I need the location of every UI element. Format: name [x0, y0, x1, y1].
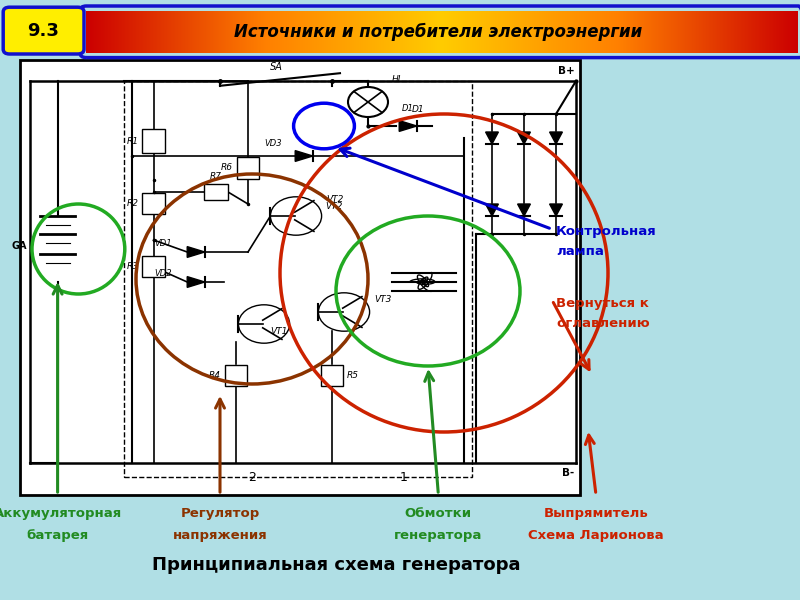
Text: 1: 1	[400, 471, 408, 484]
Text: HL: HL	[392, 75, 404, 84]
Text: R4: R4	[209, 370, 221, 379]
Text: генератора: генератора	[394, 529, 482, 542]
Bar	[142, 129, 165, 153]
Text: лампа: лампа	[556, 245, 604, 258]
FancyBboxPatch shape	[3, 7, 84, 54]
Text: Принципиальная схема генератора: Принципиальная схема генератора	[152, 556, 520, 574]
Text: SA: SA	[270, 62, 282, 72]
Text: D1: D1	[412, 105, 425, 114]
Text: Обмотки: Обмотки	[405, 507, 472, 520]
Text: VT2: VT2	[326, 202, 343, 211]
Text: 2: 2	[248, 471, 256, 484]
Polygon shape	[550, 132, 562, 144]
Text: оглавлению: оглавлению	[556, 317, 650, 330]
Bar	[142, 193, 165, 214]
Circle shape	[238, 305, 290, 343]
Text: R3: R3	[126, 262, 138, 271]
Text: батарея: батарея	[26, 529, 89, 542]
Bar	[142, 256, 165, 277]
Text: напряжения: напряжения	[173, 529, 267, 542]
Polygon shape	[518, 132, 530, 144]
Text: R6: R6	[221, 163, 233, 173]
FancyBboxPatch shape	[20, 60, 580, 495]
Text: VT1: VT1	[270, 326, 288, 335]
Text: 9.3: 9.3	[27, 22, 59, 40]
Bar	[321, 364, 343, 385]
Text: VD2: VD2	[154, 269, 172, 277]
Text: VD1: VD1	[154, 238, 172, 247]
Text: Выпрямитель: Выпрямитель	[544, 507, 648, 520]
Text: GA: GA	[12, 241, 27, 251]
Polygon shape	[187, 277, 205, 287]
Text: Источники и потребители электроэнергии: Источники и потребители электроэнергии	[234, 23, 642, 41]
Text: R1: R1	[126, 136, 138, 145]
Polygon shape	[550, 204, 562, 216]
Polygon shape	[399, 121, 417, 131]
Polygon shape	[486, 132, 498, 144]
Text: VT3: VT3	[374, 295, 392, 304]
Polygon shape	[187, 247, 205, 257]
Circle shape	[270, 197, 322, 235]
Text: B+: B+	[558, 66, 574, 76]
Text: D1: D1	[402, 104, 414, 113]
Circle shape	[318, 293, 370, 331]
Bar	[204, 184, 228, 200]
Circle shape	[348, 87, 388, 117]
Text: B-: B-	[562, 468, 574, 478]
Text: Регулятор: Регулятор	[180, 507, 260, 520]
Text: R7: R7	[210, 172, 222, 181]
Bar	[237, 157, 259, 179]
Text: R2: R2	[126, 199, 138, 208]
Text: R5: R5	[347, 370, 359, 379]
Text: VD3: VD3	[264, 139, 282, 148]
Bar	[225, 364, 247, 385]
Polygon shape	[518, 204, 530, 216]
Polygon shape	[295, 151, 313, 161]
Text: Схема Ларионова: Схема Ларионова	[528, 529, 664, 542]
Polygon shape	[486, 204, 498, 216]
Text: Контрольная: Контрольная	[556, 225, 657, 238]
Text: VT2: VT2	[326, 194, 344, 203]
Text: Вернуться к: Вернуться к	[556, 297, 649, 310]
Text: Аккумуляторная: Аккумуляторная	[0, 507, 122, 520]
